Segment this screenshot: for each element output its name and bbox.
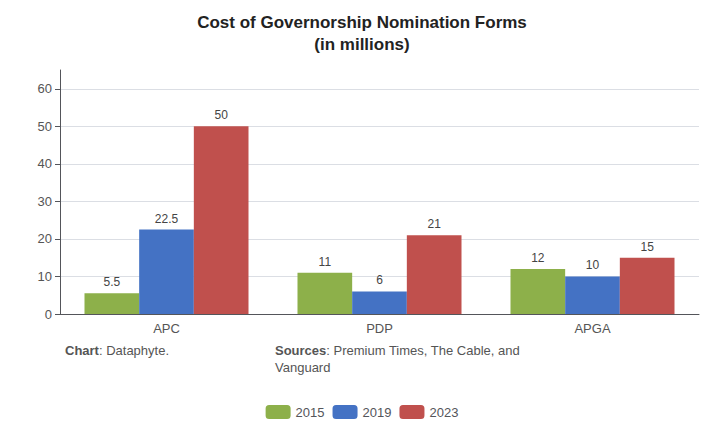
svg-text:12: 12 bbox=[531, 251, 545, 265]
svg-text:40: 40 bbox=[38, 156, 52, 171]
svg-text:APC: APC bbox=[153, 321, 180, 336]
svg-text:PDP: PDP bbox=[366, 321, 393, 336]
svg-text:21: 21 bbox=[427, 217, 441, 231]
svg-text:5.5: 5.5 bbox=[103, 275, 120, 289]
svg-text:15: 15 bbox=[640, 240, 654, 254]
svg-text:22.5: 22.5 bbox=[155, 212, 179, 226]
svg-text:Sources: Sources bbox=[275, 343, 326, 358]
svg-text:2015: 2015 bbox=[296, 405, 325, 420]
svg-text:: Dataphyte.: : Dataphyte. bbox=[99, 343, 169, 358]
svg-text:(in millions): (in millions) bbox=[314, 35, 409, 54]
svg-text:60: 60 bbox=[38, 81, 52, 96]
svg-text:30: 30 bbox=[38, 194, 52, 209]
svg-text:11: 11 bbox=[319, 255, 332, 269]
svg-text:50: 50 bbox=[214, 108, 228, 122]
svg-text:6: 6 bbox=[376, 273, 383, 287]
svg-text:20: 20 bbox=[38, 231, 52, 246]
svg-text:Cost of Governorship Nominatio: Cost of Governorship Nomination Forms bbox=[197, 13, 527, 32]
svg-text:10: 10 bbox=[38, 269, 52, 284]
svg-text:2023: 2023 bbox=[429, 405, 458, 420]
svg-text:: Premium Times, The Cable, an: : Premium Times, The Cable, and bbox=[326, 343, 519, 358]
svg-text:2019: 2019 bbox=[363, 405, 392, 420]
svg-text:Vanguard: Vanguard bbox=[275, 360, 330, 375]
svg-text:0: 0 bbox=[45, 307, 52, 322]
svg-text:50: 50 bbox=[38, 119, 52, 134]
svg-text:10: 10 bbox=[586, 258, 600, 272]
svg-text:Chart: Chart bbox=[65, 343, 100, 358]
svg-text:APGA: APGA bbox=[574, 321, 610, 336]
